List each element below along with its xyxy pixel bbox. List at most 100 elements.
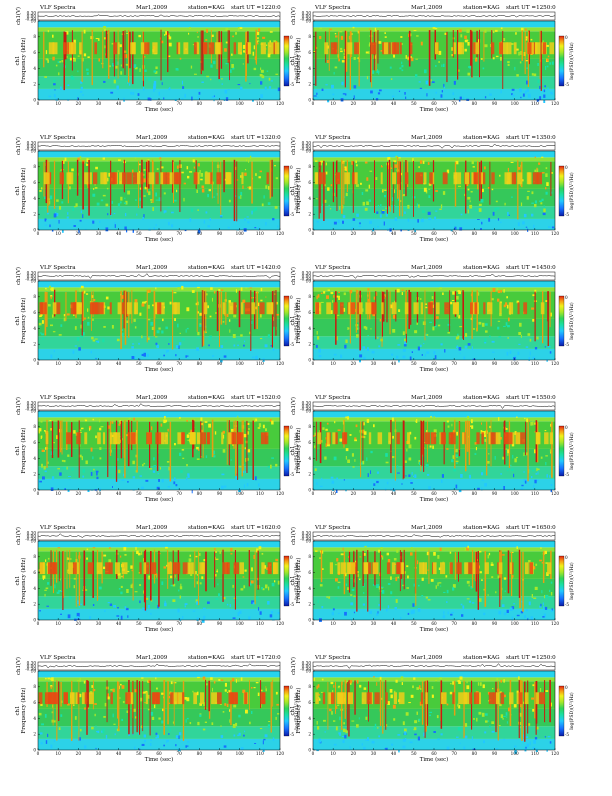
- sferic-streak: [256, 291, 258, 330]
- hot-band-cell: [508, 432, 513, 445]
- hot-band-cell: [259, 302, 265, 315]
- spectrogram-cell: [43, 465, 46, 470]
- sferic-streak: [172, 290, 174, 350]
- spectrogram-cell: [486, 461, 490, 464]
- sferic-streak: [196, 291, 198, 332]
- spectrogram-cell: [197, 691, 199, 695]
- spectrogram-cell: [337, 581, 341, 583]
- spectrogram-cell: [155, 224, 157, 226]
- sferic-streak: [273, 290, 275, 327]
- spectrogram-cell: [52, 721, 56, 723]
- spectrogram-band: [38, 738, 280, 750]
- x-tick-label: 70: [176, 751, 182, 756]
- spectrogram-cell: [95, 357, 97, 359]
- spectrogram-cell: [199, 170, 201, 174]
- hot-band-cell: [483, 302, 486, 315]
- spectrogram-cell: [54, 584, 56, 589]
- spectrogram-cell: [78, 347, 81, 351]
- spectrogram-cell: [383, 221, 385, 226]
- spectrogram-cell: [99, 447, 102, 450]
- spectrogram-cell: [522, 221, 525, 225]
- spectrogram-cell: [72, 76, 75, 80]
- spectrogram-cell: [258, 28, 261, 32]
- spectrogram-cell: [487, 594, 489, 596]
- sferic-streak: [389, 161, 391, 212]
- spectrogram-cell: [122, 597, 125, 600]
- spectrogram-cell: [404, 211, 406, 214]
- spectrogram-cell: [405, 96, 407, 99]
- spectrogram-cell: [541, 590, 543, 594]
- spectrogram-cell: [412, 603, 415, 607]
- spectrogram-panel-8: VLF Spectra Mar1,2009 station=KAG start UT …: [290, 395, 575, 503]
- hot-band-cell: [503, 42, 508, 55]
- sferic-streak: [66, 550, 68, 589]
- spectrogram-cell: [207, 305, 209, 309]
- spectrogram-cell: [533, 739, 536, 744]
- spectrogram-band: [38, 157, 280, 162]
- spectrogram-cell: [114, 733, 116, 736]
- spectrogram-cell: [84, 419, 88, 422]
- sferic-streak: [149, 421, 151, 468]
- sferic-streak: [408, 289, 410, 329]
- x-tick-label: 10: [55, 751, 61, 756]
- hot-band-cell: [76, 692, 80, 705]
- spectrogram-cell: [342, 547, 344, 551]
- spectrogram-cell: [458, 315, 461, 319]
- spectrogram-cell: [363, 435, 366, 439]
- x-tick-label: 10: [55, 491, 61, 496]
- spectrogram-cell: [53, 350, 55, 353]
- hot-band-cell: [473, 42, 480, 55]
- spectrogram-cell: [200, 173, 203, 177]
- x-tick-label: 10: [330, 751, 336, 756]
- spectrogram-cell: [497, 298, 500, 302]
- spectrogram-cell: [205, 293, 208, 296]
- waveform-tick-label: 0.30: [302, 10, 312, 15]
- hot-band-cell: [472, 562, 476, 575]
- spectrogram-cell: [41, 449, 45, 452]
- spectrogram-cell: [233, 704, 237, 708]
- hot-band-cell: [159, 432, 165, 445]
- spectrogram-cell: [58, 334, 62, 336]
- spectrogram-cell: [257, 226, 260, 231]
- sferic-streak: [60, 682, 62, 707]
- spectrogram-band: [313, 88, 555, 100]
- spectrogram-cell: [494, 456, 496, 460]
- spectrogram-cell: [51, 287, 54, 292]
- hot-band-cell: [433, 562, 437, 575]
- spectrogram-cell: [97, 730, 100, 734]
- spectrogram-cell: [218, 679, 221, 681]
- sferic-streak: [477, 551, 479, 610]
- spectrogram-cell: [62, 229, 64, 233]
- spectrogram-cell: [235, 679, 237, 683]
- spectrogram-band: [38, 608, 280, 620]
- spectrogram-cell: [316, 198, 318, 200]
- spectrogram-cell: [528, 560, 531, 563]
- spectrogram-cell: [185, 329, 187, 333]
- spectrogram-cell: [143, 169, 146, 171]
- sferic-streak: [226, 420, 228, 465]
- spectrogram-cell: [429, 711, 432, 713]
- spectrogram-cell: [344, 93, 347, 96]
- hot-band-cell: [398, 692, 405, 705]
- spectrogram-cell: [165, 546, 168, 549]
- spectrogram-cell: [534, 347, 538, 350]
- y-tick-label: 0: [308, 357, 311, 362]
- x-tick-label: 60: [156, 361, 162, 366]
- spectrogram-cell: [221, 83, 223, 85]
- spectrogram-cell: [139, 187, 143, 190]
- spectrogram-cell: [77, 157, 80, 161]
- spectrogram-cell: [357, 57, 359, 60]
- spectrogram-cell: [405, 55, 407, 59]
- spectrogram-cell: [182, 86, 185, 89]
- waveform-axis-label: ch1(V): [15, 527, 22, 545]
- spectrogram-cell: [326, 596, 329, 598]
- spectrogram-cell: [338, 58, 340, 62]
- spectrogram-cell: [456, 296, 459, 300]
- y-tick-label: 0: [33, 357, 36, 362]
- spectrogram-cell: [156, 330, 160, 334]
- spectrogram-cell: [226, 603, 229, 606]
- hot-band-cell: [195, 172, 198, 185]
- spectrogram-cell: [153, 70, 157, 73]
- hot-band-cell: [429, 172, 433, 185]
- spectrogram-cell: [545, 455, 548, 457]
